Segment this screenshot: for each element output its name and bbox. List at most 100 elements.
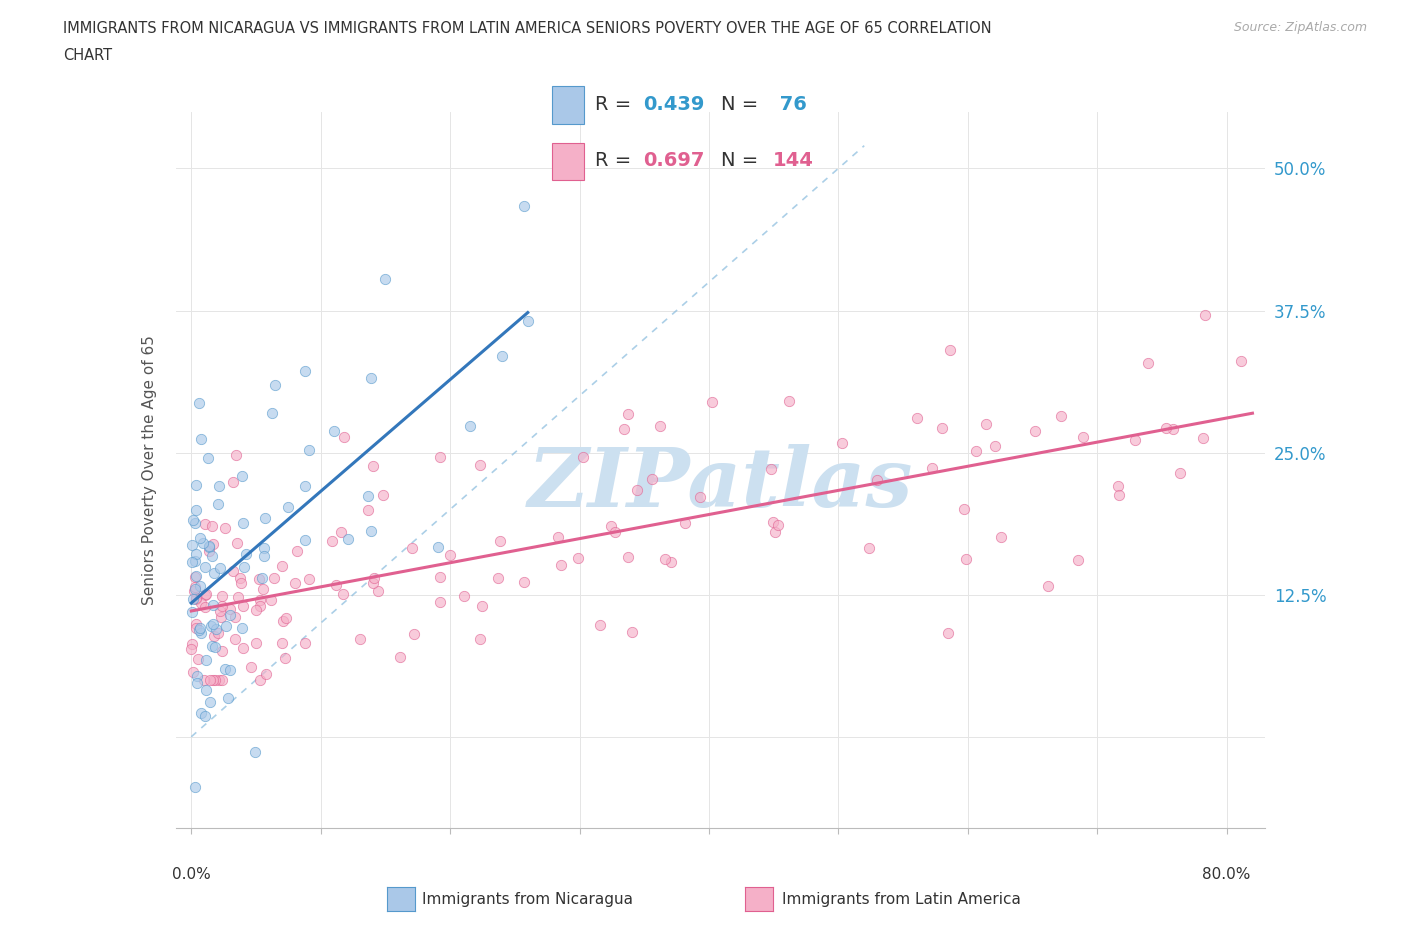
Point xyxy=(1067,552,1090,567)
Point xyxy=(252,581,274,596)
Point xyxy=(198,539,221,554)
Point xyxy=(294,635,316,650)
Point xyxy=(371,487,394,502)
Point xyxy=(211,588,233,603)
Point xyxy=(1036,579,1059,594)
Point xyxy=(201,518,224,533)
Point xyxy=(491,349,513,364)
Point xyxy=(245,635,267,650)
Point xyxy=(260,405,283,420)
Point xyxy=(197,538,219,553)
Point xyxy=(229,575,252,590)
Point xyxy=(673,515,696,530)
Point xyxy=(226,590,249,604)
Point xyxy=(184,569,207,584)
Point xyxy=(689,490,711,505)
Point xyxy=(183,553,205,568)
Point xyxy=(190,432,212,446)
Text: CHART: CHART xyxy=(63,48,112,63)
Point xyxy=(1050,408,1073,423)
Point xyxy=(184,581,207,596)
Point xyxy=(1230,354,1253,369)
Point xyxy=(616,550,638,565)
Point xyxy=(349,631,371,646)
Point xyxy=(186,676,208,691)
Point xyxy=(984,439,1007,454)
Point xyxy=(762,514,785,529)
Point xyxy=(186,620,208,635)
Point xyxy=(363,571,385,586)
Point xyxy=(613,421,636,436)
Point xyxy=(181,538,204,552)
Point xyxy=(181,512,204,527)
Point xyxy=(187,623,209,638)
Point xyxy=(976,416,998,431)
Point xyxy=(208,672,231,687)
Point xyxy=(766,518,789,533)
Point xyxy=(858,540,880,555)
Point xyxy=(204,640,226,655)
Point xyxy=(194,653,217,668)
Point xyxy=(486,570,509,585)
Point xyxy=(233,560,256,575)
Point xyxy=(550,557,572,572)
Point xyxy=(294,478,316,493)
Point xyxy=(333,430,356,445)
Point xyxy=(247,572,270,587)
Point xyxy=(388,650,411,665)
Point xyxy=(231,468,253,483)
Point xyxy=(263,571,285,586)
Point xyxy=(250,571,273,586)
Point xyxy=(235,547,257,562)
Point xyxy=(193,672,215,687)
Text: Immigrants from Nicaragua: Immigrants from Nicaragua xyxy=(422,892,633,907)
Point xyxy=(211,599,233,614)
Point xyxy=(184,546,207,561)
Point xyxy=(1136,356,1159,371)
Point xyxy=(700,394,723,409)
Point xyxy=(254,666,277,681)
Point xyxy=(273,614,295,629)
Point xyxy=(620,624,643,639)
Point xyxy=(650,418,672,433)
Point xyxy=(194,709,217,724)
Point xyxy=(513,575,536,590)
Point xyxy=(547,530,569,545)
Point xyxy=(198,695,221,710)
Point xyxy=(232,640,254,655)
Point xyxy=(274,650,297,665)
Point xyxy=(219,663,242,678)
Point xyxy=(931,420,953,435)
Text: IMMIGRANTS FROM NICARAGUA VS IMMIGRANTS FROM LATIN AMERICA SENIORS POVERTY OVER : IMMIGRANTS FROM NICARAGUA VS IMMIGRANTS … xyxy=(63,21,991,36)
Point xyxy=(225,447,247,462)
Point xyxy=(367,583,389,598)
Point xyxy=(356,488,378,503)
Point xyxy=(965,444,987,458)
Point xyxy=(439,548,461,563)
Point xyxy=(202,537,225,551)
Point xyxy=(277,499,299,514)
Point xyxy=(1191,431,1213,445)
Point xyxy=(184,591,207,605)
Point xyxy=(641,472,664,486)
Point xyxy=(194,560,217,575)
Point xyxy=(208,604,231,618)
Point xyxy=(249,598,271,613)
Point xyxy=(224,610,246,625)
Point xyxy=(321,534,343,549)
Text: 80.0%: 80.0% xyxy=(1202,867,1251,882)
Point xyxy=(1107,479,1129,494)
Point xyxy=(249,592,271,607)
Point xyxy=(360,523,382,538)
Point xyxy=(202,629,225,644)
Point xyxy=(190,706,212,721)
Point xyxy=(190,595,212,610)
Point xyxy=(274,611,297,626)
Point xyxy=(323,423,346,438)
Point xyxy=(183,579,205,594)
Point xyxy=(426,539,449,554)
Point xyxy=(332,587,354,602)
Text: 144: 144 xyxy=(772,151,814,169)
Point xyxy=(209,609,232,624)
Point xyxy=(617,407,640,422)
